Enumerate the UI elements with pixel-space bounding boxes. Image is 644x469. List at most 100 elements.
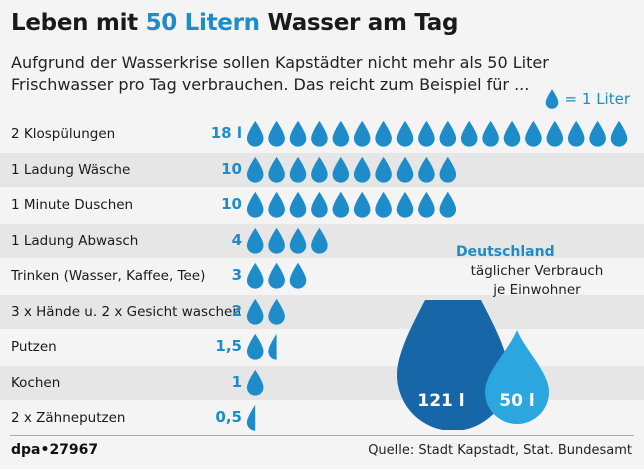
chart-row: 3 x Hände u. 2 x Gesicht waschen 2 — [0, 294, 644, 329]
category-label: 2 Klospülungen — [11, 126, 116, 142]
category-label: Trinken (Wasser, Kaffee, Tee) — [11, 268, 206, 284]
value-label: 3 — [231, 266, 242, 284]
drop-mark — [332, 156, 350, 183]
comparison-title: Deutschland — [456, 244, 555, 260]
drop-mark — [246, 156, 264, 183]
subtitle: Aufgrund der Wasserkrise sollen Kapstädt… — [11, 53, 549, 94]
category-label: Putzen — [11, 339, 57, 355]
title-post: Wasser am Tag — [259, 10, 459, 36]
drop-mark — [482, 120, 499, 147]
drop-mark — [246, 333, 264, 360]
value-label: 2 — [231, 301, 242, 320]
title-highlight: 50 Litern — [145, 10, 260, 36]
drop-mark — [289, 156, 307, 183]
drop-mark — [246, 191, 264, 218]
drop-mark — [246, 120, 264, 147]
drop-mark — [610, 120, 628, 147]
dpa-logo: dpa•27967 — [11, 442, 99, 458]
drop-mark — [289, 191, 307, 218]
value-label: 10 — [221, 159, 242, 178]
drop-mark — [289, 120, 307, 147]
drop-mark — [353, 120, 371, 147]
drop-series — [246, 262, 307, 289]
water-drop-icon — [545, 89, 558, 109]
drop-mark — [268, 191, 285, 218]
chart-row: 1 Minute Duschen 10 — [0, 188, 644, 222]
value-label: 1,5 — [215, 337, 242, 355]
half-drop-mark — [246, 404, 256, 431]
drop-mark — [268, 298, 285, 325]
chart-row: 2 x Zähneputzen 0,5 — [0, 401, 644, 435]
drop-mark — [439, 191, 457, 218]
half-drop-mark — [268, 333, 277, 360]
category-label: 2 x Zähneputzen — [11, 410, 126, 426]
drop-mark — [289, 227, 307, 254]
drop-mark — [268, 120, 285, 147]
capetown-value-label: 50 l — [499, 391, 534, 411]
legend-label: = 1 Liter — [564, 90, 630, 108]
drop-mark — [460, 120, 478, 147]
drop-mark — [418, 191, 435, 218]
value-label: 1 — [231, 372, 242, 391]
drop-mark — [439, 120, 457, 147]
drop-mark — [375, 156, 392, 183]
title-pre: Leben mit — [11, 10, 146, 36]
drop-mark — [503, 120, 521, 147]
chart-row: 2 Klospülungen 18 l — [0, 117, 644, 151]
category-label: Kochen — [11, 374, 61, 391]
drop-series — [246, 404, 256, 431]
drop-mark — [311, 227, 328, 254]
drop-series — [246, 227, 328, 254]
drop-mark — [311, 191, 328, 218]
drop-series — [246, 120, 628, 147]
drop-mark — [375, 191, 392, 218]
value-label: 10 — [221, 195, 242, 213]
category-label: 3 x Hände u. 2 x Gesicht waschen — [11, 303, 241, 320]
comparison-drops: 121 l 50 l — [397, 300, 549, 430]
drop-mark — [546, 120, 564, 147]
drop-mark — [246, 298, 264, 325]
capetown-drop — [485, 330, 549, 424]
chart-row: Trinken (Wasser, Kaffee, Tee) 3 — [0, 259, 644, 293]
drop-mark — [246, 369, 264, 396]
comparison-subtitle-line: je Einwohner — [493, 282, 581, 298]
page-title: Leben mit 50 Litern Wasser am Tag — [11, 10, 458, 36]
category-label: 1 Ladung Abwasch — [11, 232, 139, 249]
drop-mark — [311, 120, 328, 147]
chart-row: 1 Ladung Wäsche 10 — [0, 152, 644, 187]
drop-mark — [311, 156, 328, 183]
drop-mark — [396, 191, 414, 218]
drop-mark — [439, 156, 457, 183]
chart-row: Putzen 1,5 — [0, 330, 644, 364]
legend: = 1 Liter — [545, 88, 630, 110]
drop-mark — [353, 191, 371, 218]
drop-mark — [589, 120, 606, 147]
value-label: 0,5 — [215, 408, 242, 426]
value-label: 18 l — [210, 124, 242, 142]
drop-mark — [396, 120, 414, 147]
drop-mark — [375, 120, 392, 147]
chart-row: 1 Ladung Abwasch 4 — [0, 223, 644, 258]
drop-mark — [332, 191, 350, 218]
drop-mark — [418, 156, 435, 183]
drop-mark — [353, 156, 371, 183]
drop-mark — [332, 120, 350, 147]
source-note: Quelle: Stadt Kapstadt, Stat. Bundesamt — [368, 443, 632, 458]
drop-mark — [268, 262, 285, 289]
drop-mark — [525, 120, 542, 147]
comparison-subtitle: täglicher Verbrauch je Einwohner — [462, 262, 612, 300]
category-label: 1 Minute Duschen — [11, 197, 134, 213]
drop-mark — [396, 156, 414, 183]
germany-value-label: 121 l — [417, 391, 464, 411]
footer-divider — [10, 435, 634, 436]
comparison-subtitle-line: täglicher Verbrauch — [470, 263, 604, 279]
drop-series — [246, 369, 264, 396]
category-label: 1 Ladung Wäsche — [11, 161, 131, 178]
drop-mark — [289, 262, 307, 289]
drop-mark — [268, 156, 285, 183]
drop-series — [246, 298, 285, 325]
drop-mark — [246, 227, 264, 254]
drop-series — [246, 156, 457, 183]
drop-mark — [246, 262, 264, 289]
drop-series — [246, 191, 457, 218]
